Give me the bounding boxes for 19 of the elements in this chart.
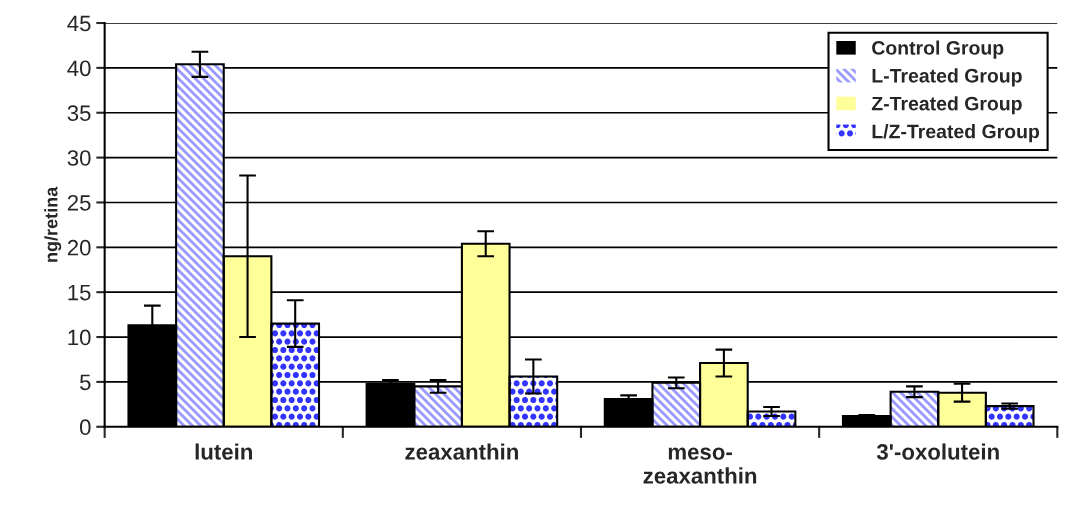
x-tick-label: 3'-oxolutein [876, 443, 999, 460]
y-tick-label: 15 [68, 284, 91, 301]
y-tick-label: 20 [67, 239, 91, 256]
y-tick-label: 40 [67, 60, 91, 77]
y-tick-label: 30 [67, 150, 91, 166]
x-tick-label: lutein [195, 443, 252, 460]
x-tick-label: meso- zeaxanthin [643, 447, 757, 484]
x-tick-label: zeaxanthin [405, 443, 518, 460]
y-tick-label: 10 [68, 329, 91, 346]
y-tick-label: 35 [67, 105, 91, 122]
legend-label: Z-Treated Group [871, 96, 1022, 115]
legend-label: Control Group [872, 40, 1004, 59]
y-tick-label: 5 [80, 374, 91, 391]
y-tick-label: 25 [67, 194, 91, 211]
legend-label: L-Treated Group [872, 68, 1022, 87]
legend-label: L/Z-Treated Group [872, 124, 1040, 143]
y-tick-label: 0 [79, 419, 91, 436]
y-tick-label: 45 [67, 15, 91, 32]
y-axis-title: ng/retina [44, 186, 62, 262]
